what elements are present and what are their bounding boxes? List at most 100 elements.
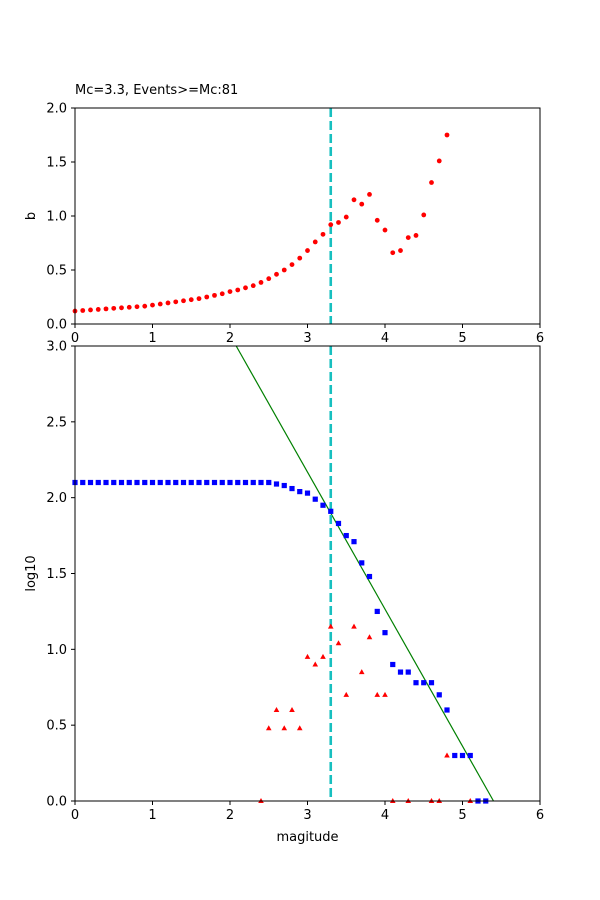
b-panel-x-tick-label: 0: [71, 331, 79, 346]
b-panel-b-point: [126, 304, 132, 310]
fmd-panel-lines: [235, 345, 495, 802]
fmd-panel-cumulative-point: [196, 479, 202, 486]
fmd-panel-noncumulative-point: [281, 725, 288, 731]
b-panel-b-point: [429, 180, 434, 185]
fmd-panel-noncumulative-point: [374, 691, 381, 697]
b-panel-y-tick-label: 2.0: [46, 102, 67, 117]
fmd-panel-cumulative-point: [304, 490, 311, 496]
fmd-panel-noncumulative-point: [312, 661, 319, 667]
fmd-panel-cumulative-point: [382, 630, 388, 636]
b-panel-x-tick-label: 1: [148, 331, 156, 346]
b-panel-ticks: 0 1 2 3 4 5 6 0.0 0.5 1.0 1.5 2.0: [46, 102, 544, 347]
fmd-panel-y-tick-label: 2.5: [46, 415, 67, 430]
b-panel-b-point: [297, 255, 303, 261]
b-panel-b-point: [95, 307, 101, 312]
b-panel-b-point: [204, 294, 210, 300]
fmd-panel-cumulative-point: [297, 489, 303, 495]
b-panel-b-point: [444, 132, 450, 138]
fmd-panel-cumulative-point: [219, 479, 225, 486]
b-panel-b-point: [227, 289, 233, 294]
fmd-panel-cumulative-point: [157, 479, 163, 486]
fmd-panel-cumulative-point: [397, 669, 404, 675]
b-panel-b-point: [212, 292, 217, 298]
fmd-panel-fit-line: [235, 345, 495, 802]
b-panel-b-point: [374, 217, 380, 223]
fmd-panel-cumulative-point: [421, 680, 427, 686]
fmd-panel-cumulative-point: [289, 485, 295, 492]
fmd-panel-cumulative-point: [320, 502, 326, 508]
fmd-panel-cumulative-point: [250, 479, 256, 486]
fmd-panel-noncumulative-point: [327, 623, 334, 629]
b-panel-b-point: [289, 262, 295, 267]
b-panel-b-point: [243, 285, 248, 291]
fmd-panel-x-tick-label: 5: [458, 808, 466, 823]
fmd-panel-noncumulative-point: [273, 707, 280, 712]
fmd-panel-noncumulative-point: [335, 640, 342, 646]
fmd-panel-cumulative-point: [436, 692, 442, 698]
b-panel-b-point: [188, 297, 194, 303]
b-panel-b-point: [266, 276, 272, 282]
fmd-panel-cumulative-point: [459, 752, 466, 759]
fmd-panel-cumulative-point: [281, 482, 287, 489]
b-panel-b-point: [328, 222, 334, 228]
fmd-panel-cumulative-point: [95, 479, 101, 486]
fmd-panel-cumulative-point: [467, 752, 473, 759]
fmd-panel-y-tick-label: 1.0: [46, 643, 67, 658]
fmd-panel-y-tick-label: 0.5: [46, 719, 67, 734]
fmd-panel-cumulative-point: [235, 479, 241, 486]
fmd-panel-ticks: 0 1 2 3 4 5 6 0.0 0.5 1.0 1.5 2.0 2.5 3.0: [46, 340, 544, 824]
fmd-panel-x-tick-label: 3: [303, 808, 311, 823]
b-panel-b-point: [359, 201, 365, 207]
b-panel-b-point: [398, 248, 403, 253]
b-panel-b-point: [142, 303, 148, 309]
b-panel-points: [72, 132, 450, 314]
fmd-panel-cumulative-point: [149, 479, 156, 486]
b-panel-b-point: [258, 280, 264, 285]
fmd-panel-y-axis-label: log10: [24, 555, 39, 591]
fmd-panel-cumulative-point: [118, 479, 125, 486]
fmd-panel-x-axis-label: magitude: [276, 830, 338, 845]
fmd-panel-frame: [74, 345, 541, 802]
fmd-panel-y-tick-label: 3.0: [46, 340, 67, 355]
fmd-panel-cumulative-point: [211, 479, 218, 486]
fmd-panel-x-tick-label: 4: [381, 808, 389, 823]
fmd-panel-cumulative-point: [80, 479, 86, 486]
fmd-panel-cumulative-point: [173, 479, 179, 486]
fmd-panel-cumulative-point: [242, 479, 249, 486]
fmd-panel-cumulative-point: [165, 479, 171, 486]
fmd-panel-noncumulative-point: [304, 653, 311, 659]
fmd-panel-noncumulative-point: [343, 691, 350, 697]
b-panel-y-axis-label: b: [24, 212, 39, 220]
b-panel-b-point: [173, 299, 179, 305]
fmd-panel-cumulative-point: [204, 479, 210, 486]
fmd-panel-noncumulative-point: [444, 752, 450, 758]
b-value-panel: Mc=3.3, Events>=Mc:81 b 0 1 2 3 4 5 6 0.0 0.5 1.0…: [24, 83, 544, 346]
b-panel-b-point: [111, 305, 117, 311]
fmd-panel-noncumulative-point: [320, 653, 326, 659]
fmd-panel-x-tick-label: 6: [536, 808, 544, 823]
b-panel-b-point: [196, 296, 202, 302]
b-panel-b-point: [421, 212, 427, 218]
fmd-panel-cumulative-point: [188, 479, 194, 486]
fmd-panel-cumulative-point: [126, 479, 132, 486]
frequency-magnitude-panel: magitude log10 0 1 2 3 4 5 6 0.0 0.5 1.0 1.5 2.0 2.5…: [24, 340, 544, 846]
b-panel-x-tick-label: 2: [226, 331, 234, 346]
b-panel-b-point: [405, 235, 411, 241]
b-panel-b-point: [103, 306, 109, 312]
fmd-panel-cumulative-point: [343, 532, 349, 539]
b-panel-x-tick-label: 3: [303, 331, 311, 346]
b-panel-b-point: [181, 298, 186, 304]
fmd-panel-x-tick-label: 1: [148, 808, 156, 823]
b-panel-b-point: [119, 305, 124, 311]
b-panel-x-tick-label: 6: [536, 331, 544, 346]
fmd-panel-x-tick-label: 0: [71, 808, 79, 823]
b-panel-y-tick-label: 0.5: [46, 264, 67, 279]
b-panel-y-tick-label: 1.5: [46, 156, 67, 171]
fmd-panel-cumulative-point: [335, 520, 342, 527]
b-panel-b-point: [312, 239, 318, 245]
fmd-panel-cumulative-point: [273, 481, 280, 487]
fmd-panel-cumulative-point: [312, 496, 318, 502]
b-panel-b-point: [436, 158, 442, 164]
fmd-panel-noncumulative-point: [265, 725, 272, 731]
